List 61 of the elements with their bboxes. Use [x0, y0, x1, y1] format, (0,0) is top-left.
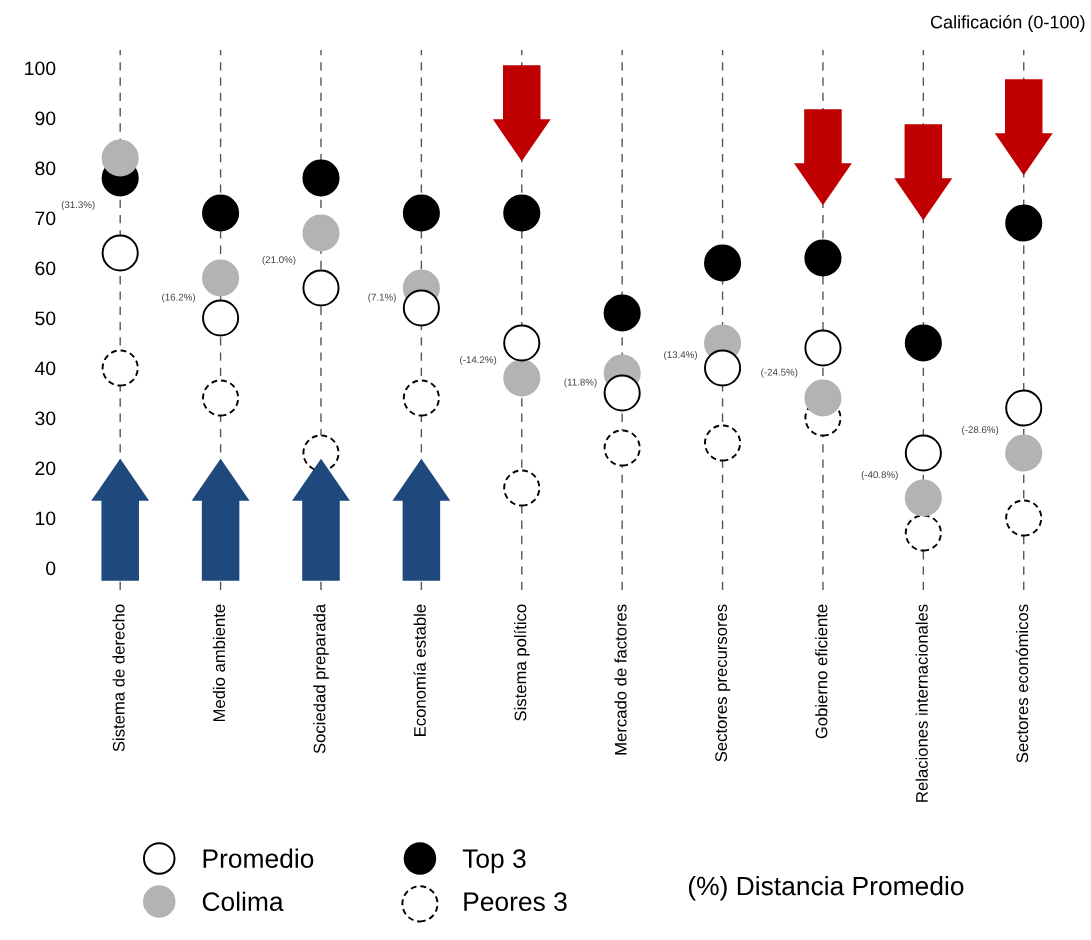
y-tick-label: 0: [46, 561, 56, 576]
point: [804, 239, 842, 277]
x-tick-label: Economía estable: [413, 604, 426, 736]
x-tick-label: Sistema de derecho: [112, 604, 125, 752]
y-tick-label: 80: [35, 161, 56, 176]
annotation: (-28.6%): [962, 425, 999, 436]
text: (%) Distancia Promedio: [688, 876, 964, 901]
x-tick-label: Gobierno eficiente: [815, 604, 828, 739]
point: [202, 259, 240, 297]
point: [302, 214, 340, 252]
y-tick-label: 60: [35, 261, 56, 276]
annotation: (13.4%): [664, 350, 697, 361]
point: [302, 159, 340, 197]
x-tick-label: Sectores económicos: [1015, 604, 1029, 763]
point: [503, 194, 541, 232]
point: [704, 349, 742, 387]
point: [1005, 389, 1043, 427]
point: [1005, 204, 1043, 242]
point: [904, 479, 942, 517]
point: [202, 194, 240, 232]
point: [503, 359, 541, 397]
point: [904, 324, 942, 362]
point: [804, 379, 842, 417]
point: [1005, 434, 1043, 472]
annotation: (31.3%): [61, 200, 95, 211]
y-tick-label: 70: [35, 211, 56, 226]
annotation: (11.8%): [564, 378, 597, 388]
chart-title: Calificación (0-100): [930, 14, 1085, 33]
x-tick-label: Sociedad preparada: [313, 603, 329, 754]
point: [101, 139, 139, 177]
point: [603, 374, 641, 412]
point: [603, 294, 641, 332]
y-tick-label: 30: [35, 411, 56, 426]
point: [904, 434, 942, 472]
x-tick-label: Relaciones internacionales: [915, 604, 928, 802]
point: [402, 194, 440, 232]
point: [101, 234, 139, 272]
x-tick-label: Mercado de factores: [614, 604, 627, 755]
point: [202, 299, 240, 337]
point: [503, 324, 541, 362]
y-tick-label: 100: [25, 61, 56, 76]
point: [704, 244, 742, 282]
annotation: (16.2%): [162, 293, 195, 303]
legend-label: Top 3: [462, 849, 526, 874]
annotation: (21.0%): [262, 255, 296, 266]
y-tick-label: 20: [35, 461, 56, 476]
annotation: (-14.2%): [460, 355, 497, 366]
point: [402, 289, 440, 327]
y-tick-label: 50: [35, 311, 56, 326]
legend-label: Colima: [202, 891, 284, 912]
annotation: (7.1%): [368, 293, 396, 303]
annotation: (-40.8%): [861, 470, 898, 481]
x-tick-label: Medio ambiente: [212, 604, 226, 722]
y-tick-label: 40: [34, 361, 56, 376]
y-tick-label: 90: [35, 111, 56, 126]
legend-label: Promedio: [203, 848, 314, 868]
legend-label: Peores 3: [464, 892, 567, 912]
annotation: (-24.5%): [761, 368, 798, 378]
x-tick-label: Sistema político: [513, 604, 530, 721]
x-tick-label: Sectores precursores: [715, 604, 731, 762]
y-tick-label: 10: [35, 511, 56, 526]
